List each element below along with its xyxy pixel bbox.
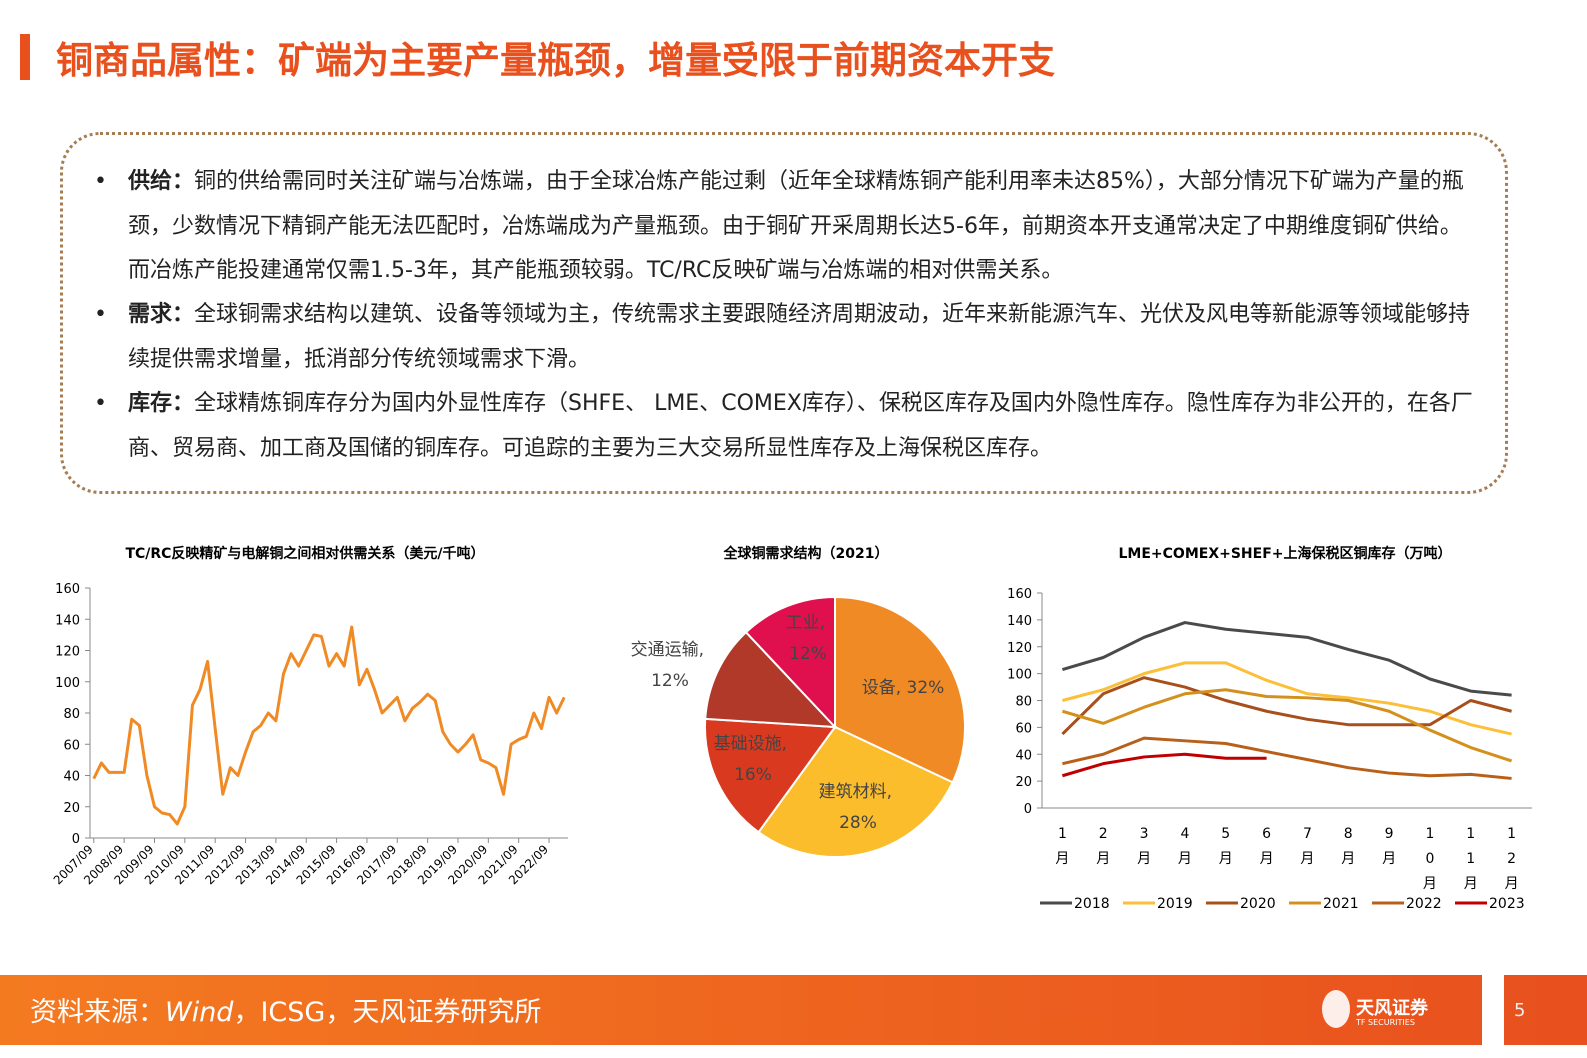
y-tick-label: 80 bbox=[1015, 695, 1032, 710]
y-tick-label: 160 bbox=[1007, 587, 1032, 602]
source-italic: Wind bbox=[165, 997, 234, 1028]
bullet-body: 全球精炼铜库存分为国内外显性库存（SHFE、 LME、COMEX库存）、保税区库… bbox=[128, 391, 1473, 461]
line-series bbox=[1062, 661, 1512, 736]
source: 资料来源：Wind，ICSG，天风证券研究所 bbox=[30, 990, 541, 1029]
chart: LME+COMEX+SHEF+上海保税区铜库存（万吨） 0 20 40 60 80 100 1… bbox=[1007, 545, 1532, 912]
bullet-head: 需求： bbox=[128, 302, 195, 327]
legend-label: 2018 bbox=[1074, 896, 1110, 912]
bullet: • 需求：全球铜需求结构以建筑、设备等领域为主，传统需求主要跟随经济周期波动，近年… bbox=[94, 302, 1471, 372]
line-series bbox=[1062, 736, 1512, 780]
line-series bbox=[92, 625, 566, 826]
y-tick-label: 140 bbox=[1007, 614, 1032, 629]
line-series bbox=[1061, 688, 1513, 763]
legend-label: 2022 bbox=[1406, 896, 1442, 912]
y-tick-label: 40 bbox=[63, 770, 80, 785]
legend-label: 2021 bbox=[1323, 896, 1359, 912]
y-tick-label: 80 bbox=[63, 707, 80, 722]
y-tick-label: 100 bbox=[1007, 668, 1032, 683]
data-label: 建筑材料, 28% bbox=[819, 782, 898, 833]
y-tick-label: 60 bbox=[63, 738, 80, 753]
y-tick-label: 60 bbox=[1015, 721, 1032, 736]
y-tick-label: 100 bbox=[55, 676, 80, 691]
y-tick-label: 20 bbox=[1015, 775, 1032, 790]
y-tick-label: 20 bbox=[63, 801, 80, 816]
data-label: 工业, 12% bbox=[786, 613, 831, 664]
legend-label: 2020 bbox=[1240, 896, 1276, 912]
logo-text: 天风证券 bbox=[1356, 998, 1428, 1019]
source-prefix: 资料来源： bbox=[30, 997, 165, 1028]
line-series bbox=[1061, 752, 1267, 778]
chart-title: 全球铜需求结构（2021） bbox=[723, 545, 889, 562]
bullet-head: 库存： bbox=[128, 391, 195, 416]
data-label: 设备, 32% bbox=[862, 678, 945, 698]
pie-slice bbox=[704, 717, 837, 834]
data-label: 交通运输, 12% bbox=[631, 640, 710, 691]
pie-slice bbox=[834, 595, 966, 784]
line-series bbox=[1061, 621, 1512, 697]
source-rest: ，ICSG，天风证券研究所 bbox=[233, 997, 542, 1028]
chart: TC/RC反映精矿与电解铜之间相对供需关系（美元/千吨） 0 20 40 60 80 100… bbox=[51, 545, 568, 887]
bullet-body: 铜的供给需同时关注矿端与冶炼端，由于全球冶炼产能过剩（近年全球精炼铜产能利用率未… bbox=[128, 169, 1464, 283]
logo-icon bbox=[1322, 990, 1350, 1028]
bullet: • 库存：全球精炼铜库存分为国内外显性库存（SHFE、 LME、COMEX库存）、… bbox=[94, 391, 1473, 461]
chart-title: TC/RC反映精矿与电解铜之间相对供需关系（美元/千吨） bbox=[125, 545, 484, 562]
bullet-head: 供给： bbox=[128, 169, 195, 194]
footer-divider bbox=[1482, 975, 1504, 1045]
legend-label: 2019 bbox=[1157, 896, 1193, 912]
title-bar bbox=[20, 34, 30, 80]
page-number: 5 bbox=[1514, 1000, 1526, 1021]
y-tick-label: 140 bbox=[55, 613, 80, 628]
text-box bbox=[60, 132, 1508, 494]
y-tick-label: 160 bbox=[55, 582, 80, 597]
y-tick-label: 0 bbox=[72, 832, 80, 847]
y-tick-label: 0 bbox=[1024, 802, 1032, 817]
pie-slice bbox=[744, 595, 836, 730]
bullet: • 供给：铜的供给需同时关注矿端与冶炼端，由于全球冶炼产能过剩（近年全球精炼铜产能… bbox=[94, 169, 1464, 283]
legend-label: 2023 bbox=[1489, 896, 1525, 912]
pie-slice bbox=[704, 630, 838, 729]
y-tick-label: 120 bbox=[1007, 641, 1032, 656]
pie-slice bbox=[757, 725, 954, 858]
y-tick-label: 120 bbox=[55, 645, 80, 660]
line-series bbox=[1061, 676, 1512, 736]
logo-sub: TF SECURITIES bbox=[1356, 1018, 1415, 1027]
title: 铜商品属性：矿端为主要产量瓶颈，增量受限于前期资本开支 bbox=[56, 39, 1055, 82]
y-tick-label: 40 bbox=[1015, 748, 1032, 763]
chart: 全球铜需求结构（2021） 设备, 32% 建筑材料, 28% 基础设施, 16%交通… bbox=[631, 545, 966, 858]
bullet-body: 全球铜需求结构以建筑、设备等领域为主，传统需求主要跟随经济周期波动，近年来新能源… bbox=[128, 302, 1471, 372]
chart-title: LME+COMEX+SHEF+上海保税区铜库存（万吨） bbox=[1119, 545, 1452, 562]
data-label: 基础设施, 16% bbox=[714, 734, 793, 785]
